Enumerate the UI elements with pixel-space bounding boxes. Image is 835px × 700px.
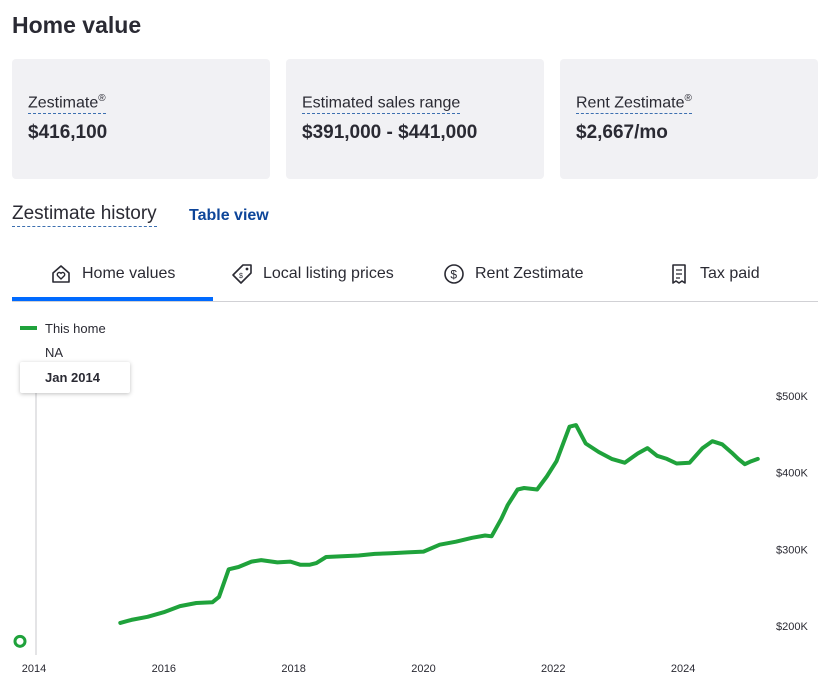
tab-tax-paid-label: Tax paid [700,264,760,282]
tab-rent-zestimate-label: Rent Zestimate [475,264,584,282]
tab-home-values-label: Home values [82,264,176,282]
svg-text:$: $ [239,273,243,280]
home-heart-icon [52,264,70,283]
chart-tooltip: Jan 2014 [20,362,130,393]
table-view-link[interactable]: Table view [189,207,269,224]
chart-tabs: Home values $ Local listing prices $ Ren… [12,246,818,302]
legend-label: This home [45,321,106,336]
sales-range-value: $391,000 - $441,000 [302,122,478,143]
value-cards: Zestimate® $416,100 Estimated sales rang… [12,59,818,179]
zestimate-label[interactable]: Zestimate® [28,93,106,115]
tab-home-values[interactable]: Home values [50,246,175,301]
hover-marker [13,634,27,648]
zestimate-history-title[interactable]: Zestimate history [12,203,157,227]
legend-value: NA [45,345,64,360]
zestimate-card: Zestimate® $416,100 [12,59,270,179]
dollar-circle-icon: $ [444,263,464,284]
zestimate-value: $416,100 [28,122,108,143]
receipt-icon [672,263,686,284]
tab-rent-zestimate[interactable]: $ Rent Zestimate [443,246,583,301]
x-tick-label: 2022 [541,663,565,675]
y-tick-label: $200K [776,621,808,633]
tab-local-listing-prices[interactable]: $ Local listing prices [231,246,394,301]
rent-zestimate-card: Rent Zestimate® $2,667/mo [560,59,818,179]
sales-range-label[interactable]: Estimated sales range [302,93,461,115]
x-tick-label: 2016 [152,663,176,675]
x-tick-label: 2018 [281,663,305,675]
page-title: Home value [12,12,142,38]
price-tag-icon: $ [232,263,252,284]
x-tick-label: 2024 [671,663,695,675]
rent-zestimate-value: $2,667/mo [576,122,668,143]
tab-local-listing-prices-label: Local listing prices [263,264,394,282]
tab-tax-paid[interactable]: Tax paid [668,246,760,301]
y-tick-label: $300K [776,544,808,556]
svg-text:$: $ [450,267,457,281]
x-tick-label: 2020 [411,663,435,675]
rent-zestimate-label[interactable]: Rent Zestimate® [576,93,692,115]
series-line-this-home [118,423,760,625]
legend-swatch [20,326,37,330]
y-tick-label: $400K [776,468,808,480]
y-tick-label: $500K [776,391,808,403]
active-tab-indicator [12,297,213,301]
sales-range-card: Estimated sales range $391,000 - $441,00… [286,59,544,179]
x-tick-label: 2014 [22,663,46,675]
tooltip-date: Jan 2014 [45,370,100,385]
